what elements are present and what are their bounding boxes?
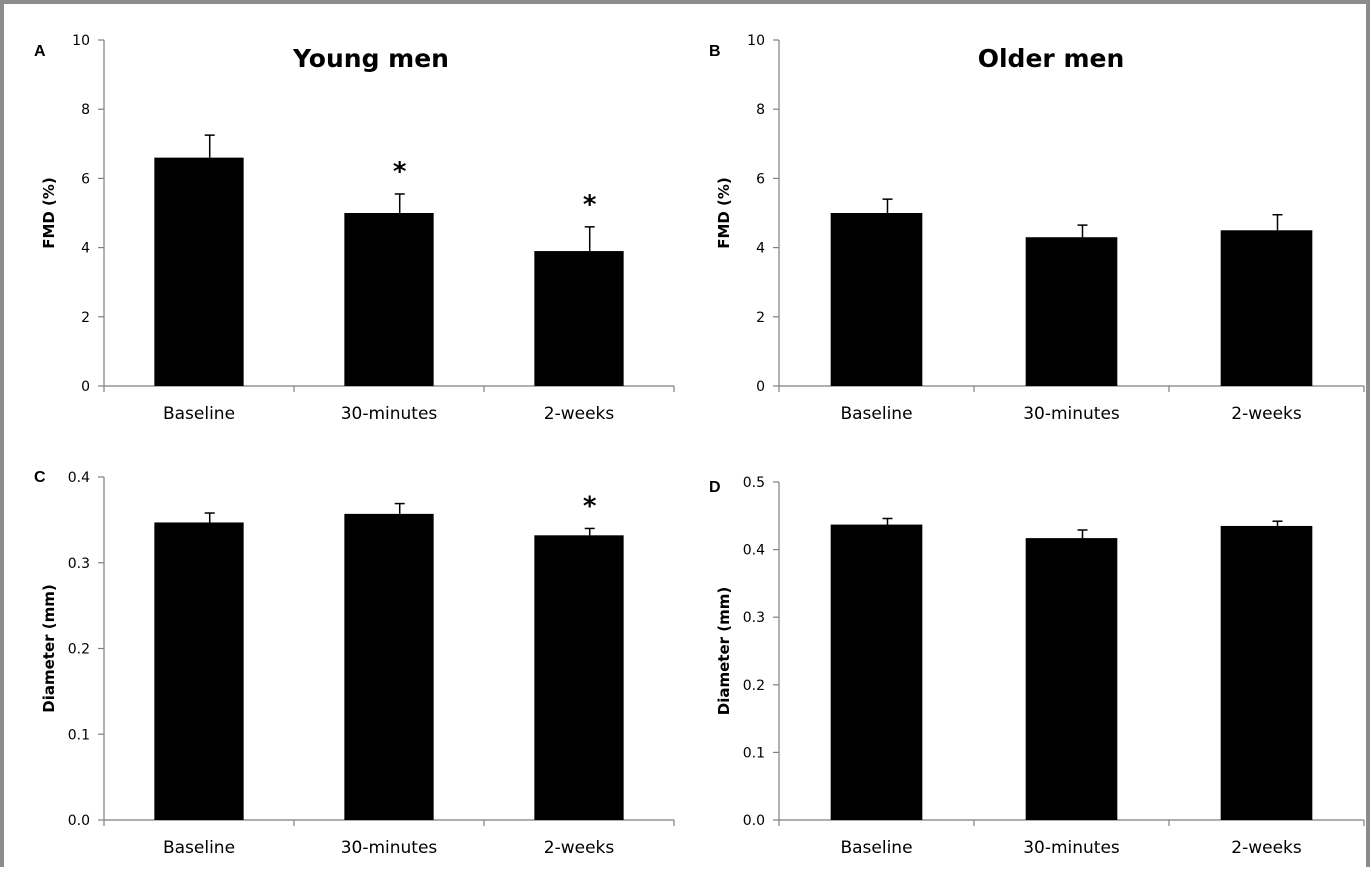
panel-title: Young men — [292, 44, 449, 73]
y-tick-label: 0.3 — [68, 556, 90, 572]
significance-marker: * — [393, 157, 407, 187]
bar-baseline — [830, 524, 923, 820]
x-tick-label: 2-weeks — [1231, 838, 1302, 858]
y-tick-label: 0.2 — [743, 678, 765, 694]
bar-baseline — [154, 157, 244, 386]
bar-2-weeks — [534, 251, 624, 386]
panel-a: A Young men 0 2 4 6 8 10 FMD (%) Baseline * 30-minu… — [34, 33, 675, 424]
y-tick-label: 10 — [72, 33, 90, 49]
x-tick-label: 30-minutes — [341, 404, 438, 424]
significance-marker: * — [583, 491, 597, 521]
bar-30-minutes — [344, 213, 434, 386]
y-axis-label: Diameter (mm) — [40, 584, 58, 712]
x-tick-label: 2-weeks — [544, 838, 615, 858]
significance-marker: * — [583, 190, 597, 220]
panel-title: Older men — [978, 44, 1125, 73]
y-tick-label: 2 — [756, 310, 765, 326]
y-tick-label: 4 — [81, 241, 90, 257]
x-tick-label: Baseline — [840, 404, 912, 424]
panel-letter: A — [34, 43, 46, 60]
y-tick-label: 6 — [756, 171, 765, 187]
y-axis-label: FMD (%) — [40, 177, 58, 249]
x-tick-label: 30-minutes — [341, 838, 438, 858]
y-tick-label: 0.1 — [743, 745, 765, 761]
bar-30-minutes — [344, 513, 434, 820]
y-tick-label: 0.0 — [743, 813, 765, 829]
bar-30-minutes — [1025, 237, 1118, 386]
y-tick-label: 8 — [81, 102, 90, 118]
y-tick-label: 0.5 — [743, 475, 765, 491]
y-axis-label: FMD (%) — [715, 177, 733, 249]
panel-b: B Older men 0 2 4 6 8 10 FMD (%) Baseline 30-minut… — [709, 33, 1365, 424]
bar-2-weeks — [1220, 230, 1313, 386]
panel-d: D 0.0 0.1 0.2 0.3 0.4 0.5 Diameter (mm) Baseline… — [709, 475, 1365, 858]
chart-canvas: A Young men 0 2 4 6 8 10 FMD (%) Baseline * 30-minu… — [34, 33, 1365, 858]
bar-baseline — [830, 213, 923, 386]
x-tick-label: Baseline — [163, 404, 235, 424]
y-tick-label: 2 — [81, 310, 90, 326]
bar-2-weeks — [534, 535, 624, 820]
y-tick-label: 0.4 — [68, 470, 90, 486]
y-tick-label: 0.0 — [68, 813, 90, 829]
bar-2-weeks — [1220, 525, 1313, 820]
y-tick-label: 0.2 — [68, 642, 90, 658]
y-tick-label: 0.3 — [743, 610, 765, 626]
y-tick-label: 0.1 — [68, 727, 90, 743]
y-tick-label: 0.4 — [743, 543, 765, 559]
y-tick-label: 0 — [81, 379, 90, 395]
x-tick-label: 2-weeks — [1231, 404, 1302, 424]
bar-baseline — [154, 522, 244, 820]
y-tick-label: 10 — [747, 33, 765, 49]
x-tick-label: Baseline — [163, 838, 235, 858]
x-tick-label: 30-minutes — [1023, 838, 1120, 858]
y-tick-label: 6 — [81, 171, 90, 187]
x-tick-label: 30-minutes — [1023, 404, 1120, 424]
panel-letter: B — [709, 43, 721, 60]
panel-letter: D — [709, 479, 721, 496]
bar-30-minutes — [1025, 538, 1118, 820]
y-tick-label: 4 — [756, 241, 765, 257]
y-tick-label: 0 — [756, 379, 765, 395]
x-tick-label: Baseline — [840, 838, 912, 858]
y-axis-label: Diameter (mm) — [715, 587, 733, 715]
y-tick-label: 8 — [756, 102, 765, 118]
x-tick-label: 2-weeks — [544, 404, 615, 424]
panel-c: C 0.0 0.1 0.2 0.3 0.4 Diameter (mm) Baseline 30-… — [34, 469, 675, 858]
panel-letter: C — [34, 469, 46, 486]
